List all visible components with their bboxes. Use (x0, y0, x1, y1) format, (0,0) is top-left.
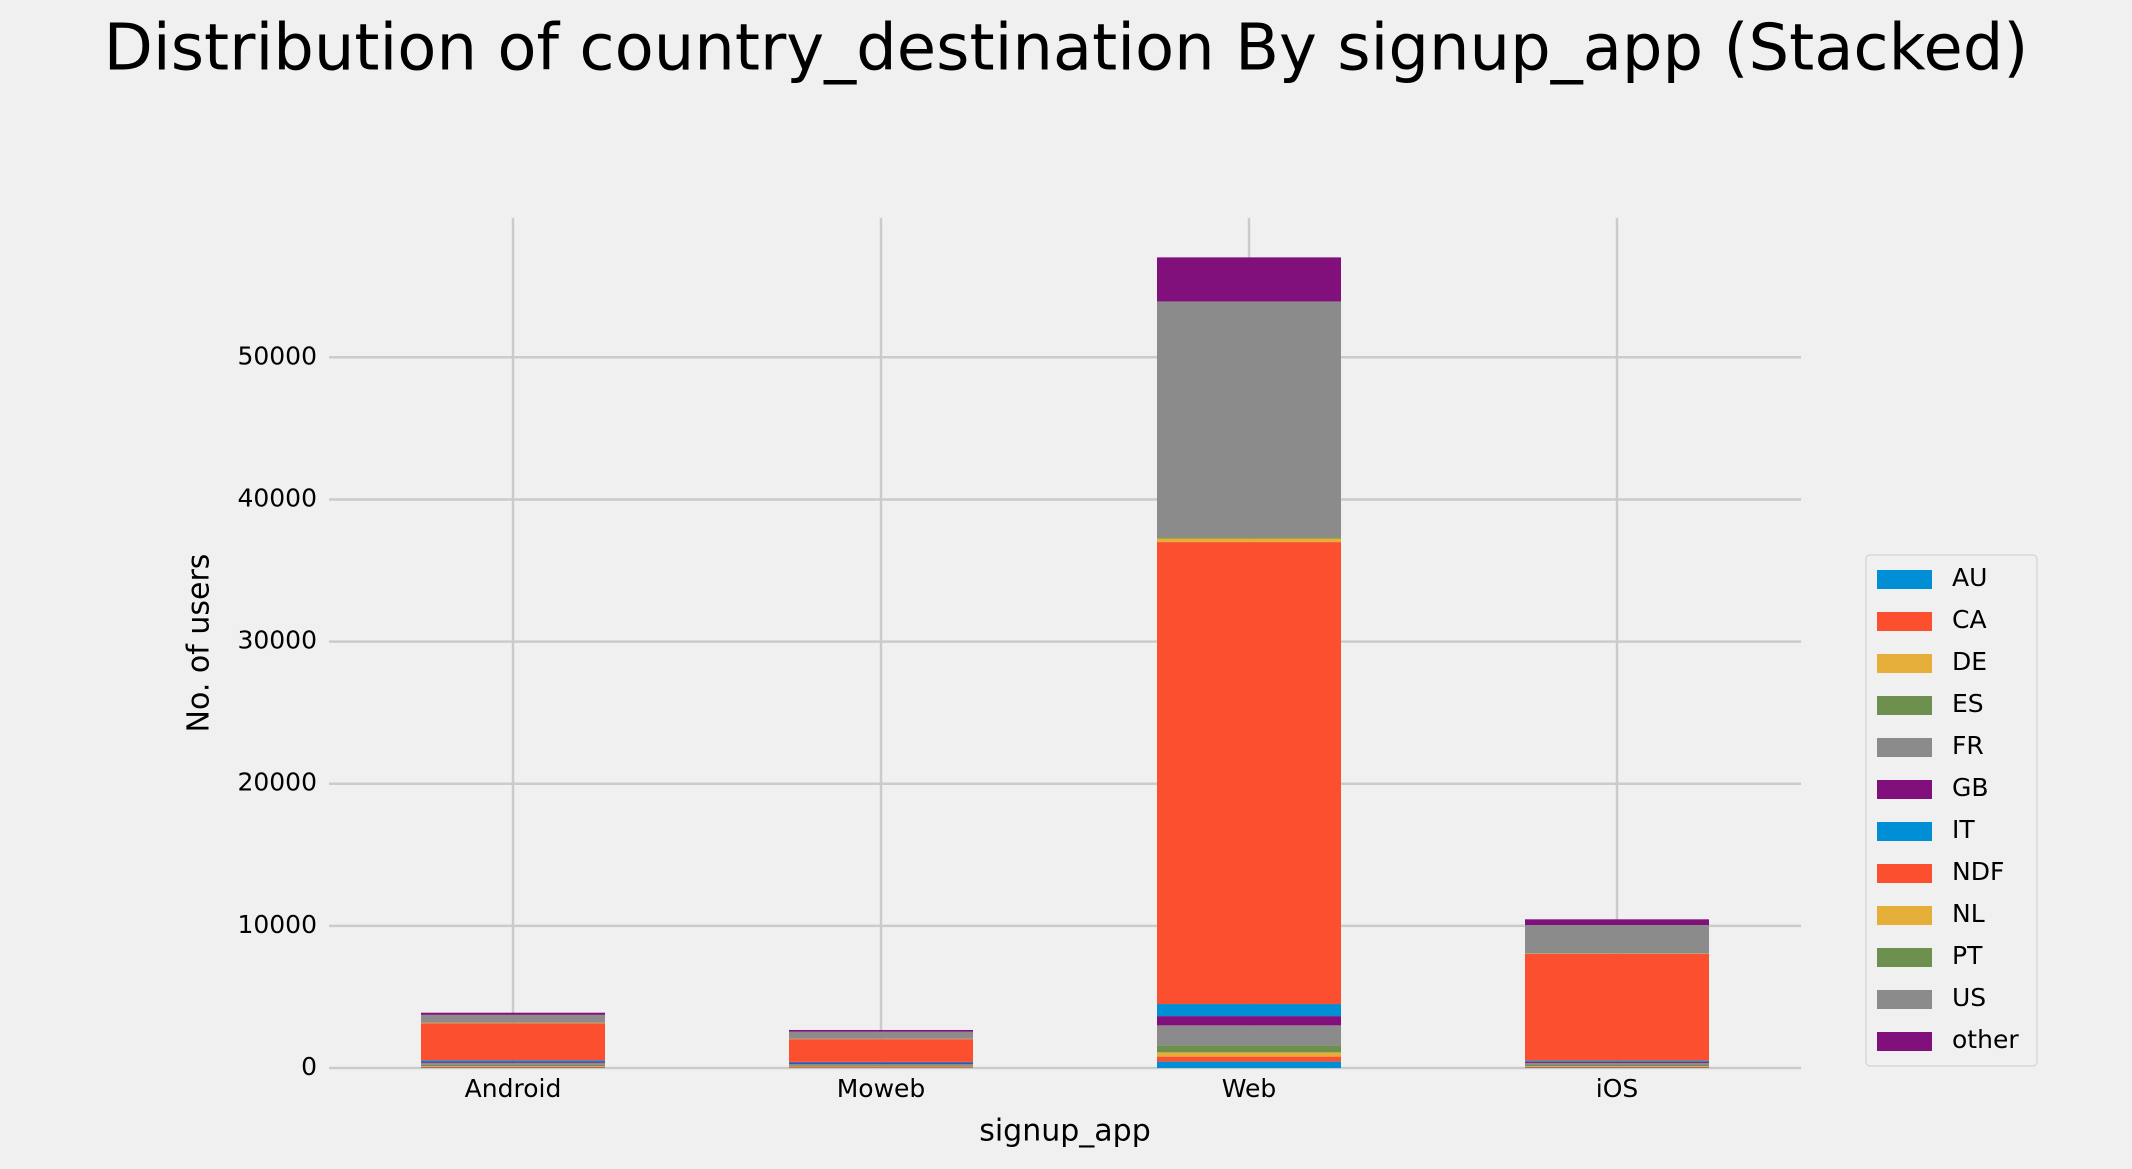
x-tick-label: Web (1222, 1074, 1277, 1103)
x-tick-label: iOS (1596, 1074, 1639, 1103)
bar-segment (789, 1063, 973, 1064)
legend-label: CA (1952, 605, 1987, 634)
legend-label: DE (1952, 647, 1987, 676)
legend-swatch (1877, 696, 1932, 715)
bar-segment (1525, 919, 1709, 926)
bar-segment (1157, 542, 1341, 1005)
legend-label: GB (1952, 773, 1989, 802)
legend-swatch (1877, 654, 1932, 673)
legend-swatch (1877, 780, 1932, 799)
bar-segment (1157, 257, 1341, 302)
bar-segment (1157, 1004, 1341, 1017)
bar-segment (1157, 301, 1341, 538)
legend-label: NDF (1952, 857, 2004, 886)
legend-box (1865, 554, 2038, 1067)
y-tick-label: 50000 (237, 341, 317, 370)
x-tick-label: Moweb (837, 1074, 926, 1103)
bar-segment (1525, 954, 1709, 1061)
bar-segment (421, 1064, 605, 1067)
bar-segment (1525, 1065, 1709, 1067)
legend-label: PT (1952, 941, 1983, 970)
bar-segment (789, 1066, 973, 1068)
legend-label: ES (1952, 689, 1984, 718)
bar-segment (789, 1061, 973, 1064)
legend-swatch (1877, 570, 1932, 589)
legend-label: FR (1952, 731, 1984, 760)
legend-label: NL (1952, 899, 1985, 928)
legend-swatch (1877, 990, 1932, 1009)
y-tick-label: 10000 (237, 910, 317, 939)
bar-segment (1157, 1056, 1341, 1062)
legend-swatch (1877, 612, 1932, 631)
bar-segment (789, 1039, 973, 1062)
y-tick-label: 20000 (237, 768, 317, 797)
bar-segment (421, 1060, 605, 1062)
legend-label: AU (1952, 563, 1987, 592)
legend-swatch (1877, 1032, 1932, 1051)
bar-segment (1157, 1052, 1341, 1057)
legend-label: US (1952, 983, 1986, 1012)
legend-swatch (1877, 906, 1932, 925)
bar-segment (789, 1031, 973, 1039)
bar-segment (789, 1065, 973, 1067)
bar-segment (421, 1014, 605, 1023)
bar-segment (421, 1066, 605, 1067)
bar-segment (1525, 1060, 1709, 1062)
bar-segment (1157, 1016, 1341, 1026)
bar-segment (1157, 537, 1341, 539)
bar-segment (421, 1066, 605, 1068)
bar-segment (1525, 1066, 1709, 1068)
y-tick-label: 30000 (237, 626, 317, 655)
bar-segment (421, 1012, 605, 1015)
y-tick-label: 0 (301, 1052, 317, 1081)
bar-segment (1157, 1025, 1341, 1046)
x-tick-label: Android (465, 1074, 562, 1103)
x-axis-label: signup_app (979, 1114, 1151, 1149)
y-tick-label: 40000 (237, 483, 317, 512)
bar-segment (789, 1067, 973, 1068)
legend-label: IT (1952, 815, 1975, 844)
bar-segment (1525, 1062, 1709, 1066)
legend-swatch (1877, 738, 1932, 757)
bar-segment (1525, 925, 1709, 954)
legend-swatch (1877, 948, 1932, 967)
bar-segment (1525, 1061, 1709, 1063)
legend-swatch (1877, 864, 1932, 883)
bar-segment (1525, 1066, 1709, 1067)
bar-segment (1157, 1045, 1341, 1053)
y-axis-label: No. of users (182, 554, 217, 733)
bar-segment (789, 1063, 973, 1066)
bar-segment (421, 1061, 605, 1063)
bar-segment (421, 1023, 605, 1061)
bar-segment (1157, 538, 1341, 543)
legend-swatch (1877, 822, 1932, 841)
legend-label: other (1952, 1025, 2019, 1054)
bar-segment (421, 1062, 605, 1065)
bar-segment (1157, 1061, 1341, 1068)
chart-title: Distribution of country_destination By s… (104, 12, 2029, 86)
bar-segment (789, 1029, 973, 1032)
